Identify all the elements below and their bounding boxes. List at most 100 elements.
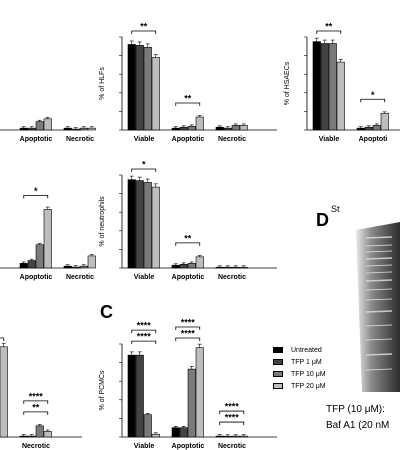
bar — [336, 61, 345, 131]
bar — [187, 263, 196, 269]
bar — [171, 264, 180, 269]
x-tick-label: Apoptoti — [359, 136, 388, 143]
x-tick-label: Necrotic — [218, 136, 246, 143]
bar — [223, 266, 232, 269]
gel-band — [365, 324, 393, 327]
bar — [87, 255, 96, 269]
bar — [19, 435, 28, 438]
significance-bracket — [131, 168, 157, 172]
significance-bracket — [131, 340, 157, 345]
x-tick-label: Apoptotic — [172, 136, 205, 143]
significance-label: * — [34, 186, 38, 196]
bar — [215, 266, 224, 269]
x-tick-label: Necrotic — [66, 136, 94, 143]
legend-label: TFP 1 μM — [291, 358, 322, 366]
bar — [135, 45, 144, 131]
legend-label: TFP 10 μM — [291, 370, 326, 378]
significance-bracket — [219, 410, 245, 415]
x-tick-label: Apoptotic — [20, 274, 53, 281]
significance-label: ** — [325, 22, 333, 32]
significance-bracket — [175, 102, 201, 106]
bar — [27, 260, 36, 269]
legend: Untreated TFP 1 μM TFP 10 μM TFP 20 μM — [273, 344, 393, 392]
bar — [143, 414, 152, 438]
significance-bracket — [360, 98, 386, 103]
significance-bracket — [131, 329, 157, 334]
bar — [171, 127, 180, 131]
gel-band — [365, 338, 393, 341]
gel-lane-label: St — [331, 204, 340, 214]
x-tick-label: Apoptotic — [172, 274, 205, 281]
bar — [71, 266, 80, 269]
significance-bracket — [0, 337, 5, 341]
x-tick-label: Viable — [319, 136, 340, 143]
gel-band — [365, 288, 393, 291]
significance-label: ** — [140, 22, 148, 32]
legend-swatch-tfp-1 — [273, 359, 283, 365]
bar — [320, 43, 329, 131]
bar — [63, 127, 72, 131]
significance-bracket — [316, 30, 342, 34]
bar — [35, 425, 44, 438]
bar — [195, 256, 204, 269]
bar — [135, 180, 144, 269]
bar — [79, 265, 88, 269]
gel-band — [365, 368, 393, 371]
bar — [127, 44, 136, 131]
y-axis-label: % of neutrophils — [99, 196, 106, 247]
x-tick-label: Necrotic — [66, 274, 94, 281]
bar — [187, 125, 196, 131]
significance-label: **** — [225, 402, 240, 412]
significance-label: * — [142, 160, 146, 170]
x-tick-label: Necrotic — [22, 443, 50, 450]
significance-label: **** — [29, 391, 44, 401]
bar — [0, 346, 8, 438]
bar — [380, 112, 389, 131]
significance-bracket — [23, 411, 49, 415]
bar — [71, 128, 80, 131]
panel-label-c: C — [100, 302, 113, 322]
gel-band — [365, 264, 393, 267]
bar — [179, 427, 188, 438]
significance-label: ** — [32, 402, 40, 412]
bar — [239, 266, 248, 269]
bar — [328, 43, 337, 131]
significance-bracket — [175, 242, 201, 246]
legend-item: TFP 20 μM — [273, 380, 393, 392]
significance-bracket — [219, 421, 245, 426]
x-tick-label: Viable — [134, 136, 155, 143]
bar — [231, 435, 240, 438]
bar — [135, 354, 144, 438]
bar — [372, 125, 381, 131]
bar — [223, 127, 232, 131]
bar — [151, 57, 160, 131]
legend-swatch-untreated — [273, 347, 283, 353]
significance-bracket — [23, 400, 49, 404]
significance-label: **** — [181, 329, 196, 339]
bar — [179, 263, 188, 269]
bar — [239, 125, 248, 131]
bar — [27, 435, 36, 438]
significance-label: ** — [184, 233, 192, 243]
y-axis-label: % of HLFs — [99, 67, 106, 100]
legend-item: TFP 1 μM — [273, 356, 393, 368]
bar — [79, 127, 88, 131]
gel-band — [365, 271, 393, 274]
bar — [195, 116, 204, 131]
bar — [187, 368, 196, 438]
bar — [63, 265, 72, 269]
significance-bracket — [23, 195, 49, 199]
gel-band — [365, 257, 393, 260]
bar — [151, 433, 160, 438]
legend-item: TFP 10 μM — [273, 368, 393, 380]
bar — [35, 121, 44, 131]
significance-label: **** — [137, 321, 152, 331]
gel-band — [365, 298, 393, 301]
bar — [215, 126, 224, 131]
bar — [43, 118, 52, 131]
bar — [19, 263, 28, 269]
bar — [215, 435, 224, 438]
panel-label-d: D — [316, 210, 329, 230]
bar — [127, 354, 136, 438]
gel-caption-line: Baf A1 (20 nM — [326, 420, 390, 431]
